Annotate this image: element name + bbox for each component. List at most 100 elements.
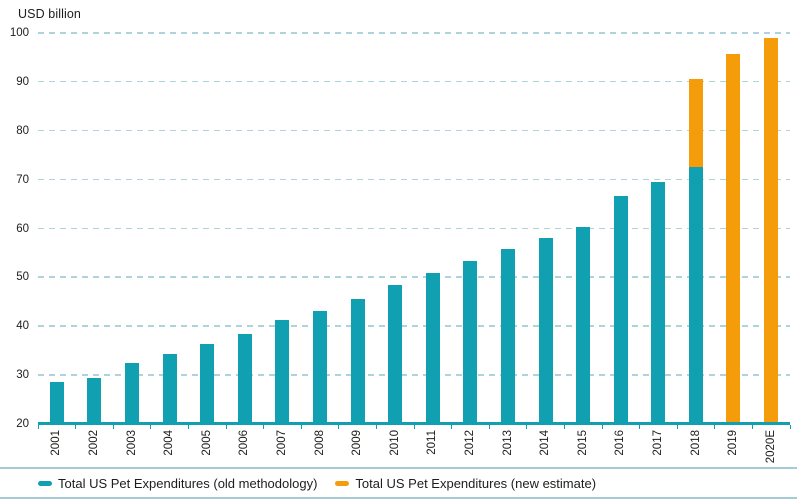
y-axis-labels: 100 90 80 70 60 50 40 30 20 [0, 27, 32, 430]
x-axis-tick-mark [639, 424, 641, 429]
x-axis-tick-mark [676, 424, 678, 429]
x-axis-tick-mark [37, 424, 39, 429]
x-axis-tick-mark [451, 424, 453, 429]
y-axis-title: USD billion [18, 7, 81, 21]
bar-2015 [564, 33, 602, 424]
bar-2003 [113, 33, 151, 424]
gridline [38, 325, 790, 327]
x-axis-tick-mark [263, 424, 265, 429]
gridline [38, 80, 790, 83]
bar-2011 [414, 33, 452, 424]
bar-segment-old-methodology [425, 272, 440, 424]
legend-label-new-estimate: Total US Pet Expenditures (new estimate) [355, 475, 597, 491]
x-axis-tick-label: 2015 [576, 430, 589, 456]
x-axis-label-cell: 2018 [677, 430, 715, 456]
gridline [38, 32, 790, 34]
bar-segment-old-methodology [200, 344, 215, 424]
legend-item-new-estimate: Total US Pet Expenditures (new estimate) [335, 476, 596, 491]
x-axis-label-cell: 2012 [452, 430, 490, 456]
bar-segment-new-estimate [764, 37, 779, 424]
bar-segment-old-methodology [500, 249, 515, 424]
bar-segment-old-methodology [651, 182, 666, 424]
x-axis-tick-label: 2004 [163, 430, 176, 456]
x-axis-tick-mark [526, 424, 528, 429]
bar-segment-old-methodology [124, 363, 139, 424]
x-axis-tick-mark [300, 424, 302, 429]
bar-segment-new-estimate [726, 54, 741, 424]
x-axis-tick-mark [488, 424, 490, 429]
x-axis-tick-mark [150, 424, 152, 429]
x-axis-label-cell: 2020E [752, 430, 790, 463]
y-axis-tick-label: 50 [16, 271, 29, 284]
x-axis-tick-label: 2014 [539, 430, 552, 456]
x-axis-tick-label: 2007 [276, 430, 289, 456]
x-axis-line [38, 422, 790, 425]
bar-2006 [226, 33, 264, 424]
plot-area [38, 32, 790, 424]
bar-2007 [264, 33, 302, 424]
bar-segment-old-methodology [388, 285, 403, 424]
bar-segment-old-methodology [312, 310, 327, 424]
x-axis-tick-label: 2002 [88, 430, 101, 456]
bar-segment-old-methodology [162, 353, 177, 424]
x-axis-tick-label: 2005 [200, 430, 213, 456]
x-axis-label-cell: 2004 [151, 430, 189, 456]
x-axis-tick-mark [338, 424, 340, 429]
bar-segment-old-methodology [49, 382, 64, 424]
legend-item-old-methodology: Total US Pet Expenditures (old methodolo… [38, 476, 317, 491]
x-axis-tick-label: 2012 [464, 430, 476, 456]
x-axis-tick-label: 2016 [614, 430, 627, 456]
y-axis-tick-label: 100 [9, 27, 29, 39]
gridline [38, 374, 790, 376]
x-axis-label-cell: 2017 [640, 430, 678, 456]
x-axis-tick-mark [375, 424, 377, 429]
x-axis-label-cell: 2003 [113, 430, 151, 456]
x-axis-tick-mark [187, 424, 189, 429]
bar-segment-old-methodology [576, 227, 591, 424]
x-axis-label-cell: 2009 [339, 430, 377, 456]
x-axis-label-cell: 2013 [489, 430, 527, 456]
x-axis-label-cell: 2019 [715, 430, 753, 456]
x-axis-label-cell: 2010 [376, 430, 414, 456]
y-axis-tick-label: 70 [16, 173, 29, 186]
bar-2004 [151, 33, 189, 424]
bar-segment-old-methodology [463, 261, 478, 424]
y-axis-tick-label: 30 [16, 369, 29, 382]
gridline [38, 227, 790, 229]
bar-segment-old-methodology [350, 299, 365, 424]
x-axis-label-cell: 2011 [414, 430, 452, 455]
bar-2012 [452, 33, 490, 424]
x-axis-tick-label: 2013 [501, 430, 514, 456]
x-axis-label-cell: 2005 [188, 430, 226, 456]
bar-segment-old-methodology [275, 320, 290, 424]
x-axis-label-cell: 2008 [301, 430, 339, 456]
x-axis-label-cell: 2001 [38, 430, 76, 456]
x-axis-label-cell: 2007 [264, 430, 302, 456]
x-axis-tick-label: 2009 [351, 430, 364, 456]
bar-segment-old-methodology [613, 195, 628, 424]
x-axis-tick-label: 2018 [689, 430, 702, 456]
gridline [38, 178, 790, 181]
x-axis-tick-label: 2019 [727, 430, 740, 456]
bar-2020e [752, 33, 790, 424]
x-axis-tick-mark [225, 424, 227, 429]
bars [38, 33, 790, 424]
y-axis-tick-label: 40 [16, 320, 29, 333]
x-axis-labels: 2001 2002 2003 2004 2005 2006 2007 2008 2009 2010… [38, 430, 790, 466]
bar-2016 [602, 33, 640, 424]
bar-2009 [339, 33, 377, 424]
x-axis-label-cell: 2006 [226, 430, 264, 456]
x-axis-tick-label: 2011 [426, 430, 439, 455]
y-axis-tick-label: 60 [16, 222, 29, 235]
bar-segment-old-methodology [538, 238, 553, 424]
x-axis-label-cell: 2002 [76, 430, 114, 456]
x-axis-label-cell: 2014 [527, 430, 565, 456]
x-axis-tick-label: 2008 [313, 430, 326, 456]
bar-2005 [188, 33, 226, 424]
x-axis-tick-mark [563, 424, 565, 429]
x-axis-tick-label: 2001 [50, 430, 63, 456]
bar-2001 [38, 33, 76, 424]
bar-segment-new-estimate [688, 79, 703, 168]
bar-2017 [640, 33, 678, 424]
